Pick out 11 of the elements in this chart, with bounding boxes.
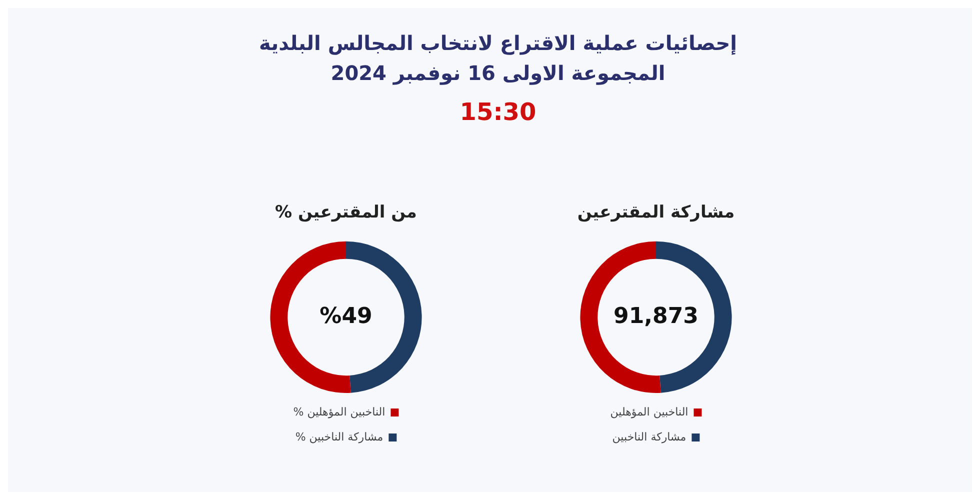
legend-label: مشاركة الناخبين	[612, 430, 686, 444]
legend-label: % الناخبين المؤهلين	[293, 405, 386, 418]
text: 15:30	[458, 98, 538, 126]
legend-label: الناخبين المؤهلين	[610, 405, 688, 418]
text: إحصائيات عملية الاقتراع لانتخاب المجالس البلدية	[258, 30, 738, 57]
chart-title: مشاركة المقترعين	[577, 202, 735, 223]
chart-title: % من المقترعين	[275, 202, 417, 223]
legend-label: % مشاركة الناخبين	[295, 430, 384, 444]
text: المجموعة الاولى 16 نوفمبر 2024	[330, 60, 666, 87]
text: 91,873	[614, 304, 698, 329]
text: %49	[320, 304, 372, 329]
